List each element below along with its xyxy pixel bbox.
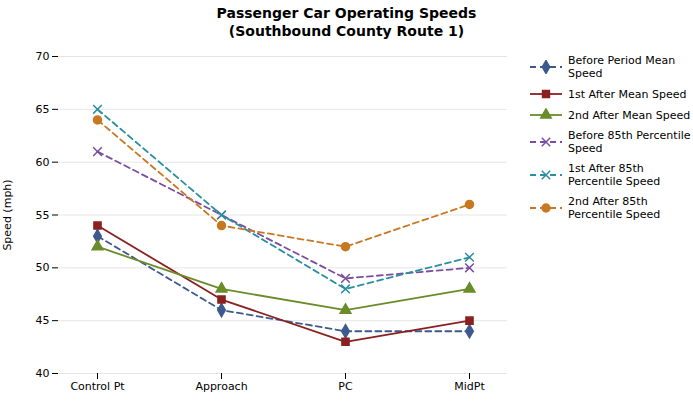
svg-text:Control Pt: Control Pt: [70, 380, 125, 393]
html-text:1st After 85th Percentile Spee: 1st After 85th Percentile Speed: [568, 162, 661, 188]
html-text:Before Period Mean Speed: Before Period Mean Speed: [568, 54, 676, 80]
svg-text:55: 55: [36, 209, 50, 222]
svg-text:50: 50: [36, 261, 50, 274]
svg-text:PC: PC: [338, 380, 353, 393]
svg-text:Speed (mph): Speed (mph): [1, 179, 14, 250]
svg-text:MidPt: MidPt: [454, 380, 485, 393]
html-text:Passenger Car Operating Speeds: Passenger Car Operating Speeds (Southbou…: [216, 5, 477, 39]
html-text:Before 85th Percentile Speed: Before 85th Percentile Speed: [568, 129, 691, 155]
svg-text:40: 40: [36, 367, 50, 380]
svg-text:65: 65: [36, 103, 50, 116]
svg-text:Approach: Approach: [195, 380, 247, 393]
svg-text:45: 45: [36, 314, 50, 327]
svg-text:60: 60: [36, 156, 50, 169]
html-text:2nd After 85th Percentile Spee: 2nd After 85th Percentile Speed: [568, 195, 661, 221]
html-text:1st After Mean Speed: 1st After Mean Speed: [568, 87, 687, 101]
html-text:2nd After Mean Speed: 2nd After Mean Speed: [568, 108, 691, 122]
svg-text:70: 70: [36, 50, 50, 63]
